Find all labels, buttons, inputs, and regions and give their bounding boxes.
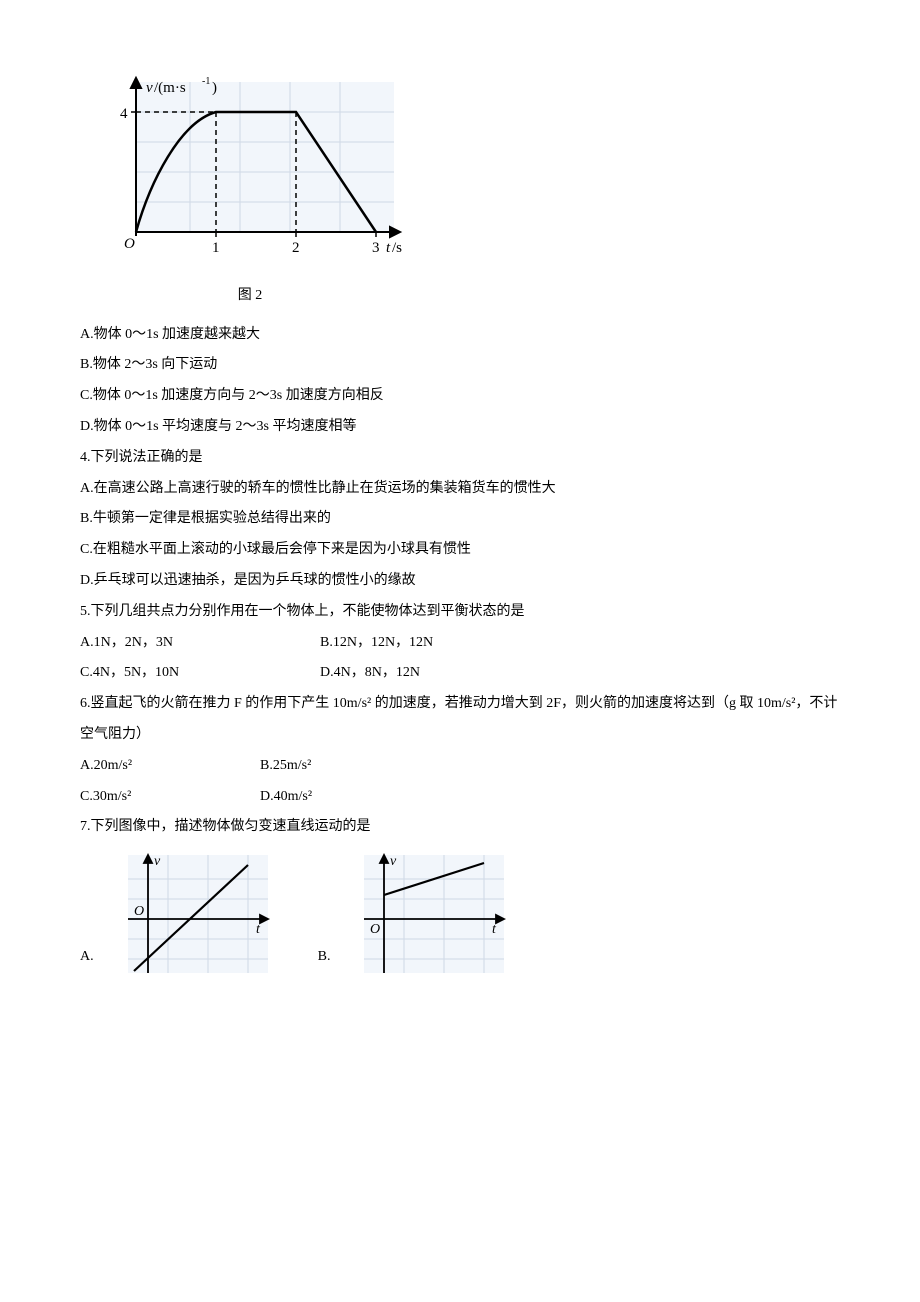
q3-option-c: C.物体 0～1s 加速度方向与 2～3s 加速度方向相反 [80,381,840,412]
q5-option-d: D.4N，8N，12N [320,658,560,689]
svg-text:1: 1 [212,240,220,256]
q5-row2: C.4N，5N，10N D.4N，8N，12N [80,658,840,689]
svg-text:v: v [154,854,161,869]
q7-graph-b: O v t [334,849,514,979]
q6-option-a: A.20m/s² [80,751,260,782]
q6-stem: 6.竖直起飞的火箭在推力 F 的作用下产生 10m/s² 的加速度，若推动力增大… [80,689,840,751]
figure-2-svg: O 1 2 3 4 v /(m·s -1 ) t /s [90,72,410,268]
q4-stem: 4.下列说法正确的是 [80,443,840,474]
svg-text:v: v [146,80,153,96]
svg-text:O: O [124,236,135,252]
q7-graphs: A. O v t [80,849,840,979]
q7-stem: 7.下列图像中，描述物体做匀变速直线运动的是 [80,812,840,843]
q5-option-a: A.1N，2N，3N [80,628,320,659]
q7-graph-a: O v t [98,849,278,979]
q3-option-d: D.物体 0～1s 平均速度与 2～3s 平均速度相等 [80,412,840,443]
svg-text:/s: /s [392,240,402,256]
svg-text:/(m·s: /(m·s [154,80,186,96]
q6-option-c: C.30m/s² [80,782,260,813]
q3-option-b: B.物体 2～3s 向下运动 [80,350,840,381]
svg-text:t: t [386,240,391,256]
q5-option-b: B.12N，12N，12N [320,628,560,659]
svg-text:4: 4 [120,106,128,122]
q5-stem: 5.下列几组共点力分别作用在一个物体上，不能使物体达到平衡状态的是 [80,597,840,628]
q4-option-b: B.牛顿第一定律是根据实验总结得出来的 [80,504,840,535]
figure-2: O 1 2 3 4 v /(m·s -1 ) t /s 图 2 [90,72,840,312]
q5-row1: A.1N，2N，3N B.12N，12N，12N [80,628,840,659]
svg-text:): ) [212,80,217,96]
q5-option-c: C.4N，5N，10N [80,658,320,689]
q6-option-b: B.25m/s² [260,751,440,782]
q7-label-a: A. [80,942,98,979]
q7-label-b: B. [318,942,335,979]
q4-option-a: A.在高速公路上高速行驶的轿车的惯性比静止在货运场的集装箱货车的惯性大 [80,474,840,505]
figure-2-caption: 图 2 [90,281,410,312]
q4-option-c: C.在粗糙水平面上滚动的小球最后会停下来是因为小球具有惯性 [80,535,840,566]
svg-text:3: 3 [372,240,380,256]
q4-option-d: D.乒乓球可以迅速抽杀，是因为乒乓球的惯性小的缘故 [80,566,840,597]
svg-text:O: O [370,922,380,937]
q6-row1: A.20m/s² B.25m/s² [80,751,840,782]
q6-option-d: D.40m/s² [260,782,440,813]
q3-option-a: A.物体 0～1s 加速度越来越大 [80,320,840,351]
q6-row2: C.30m/s² D.40m/s² [80,782,840,813]
svg-text:2: 2 [292,240,300,256]
svg-text:v: v [390,854,397,869]
svg-text:-1: -1 [202,76,210,87]
svg-text:O: O [134,904,144,919]
